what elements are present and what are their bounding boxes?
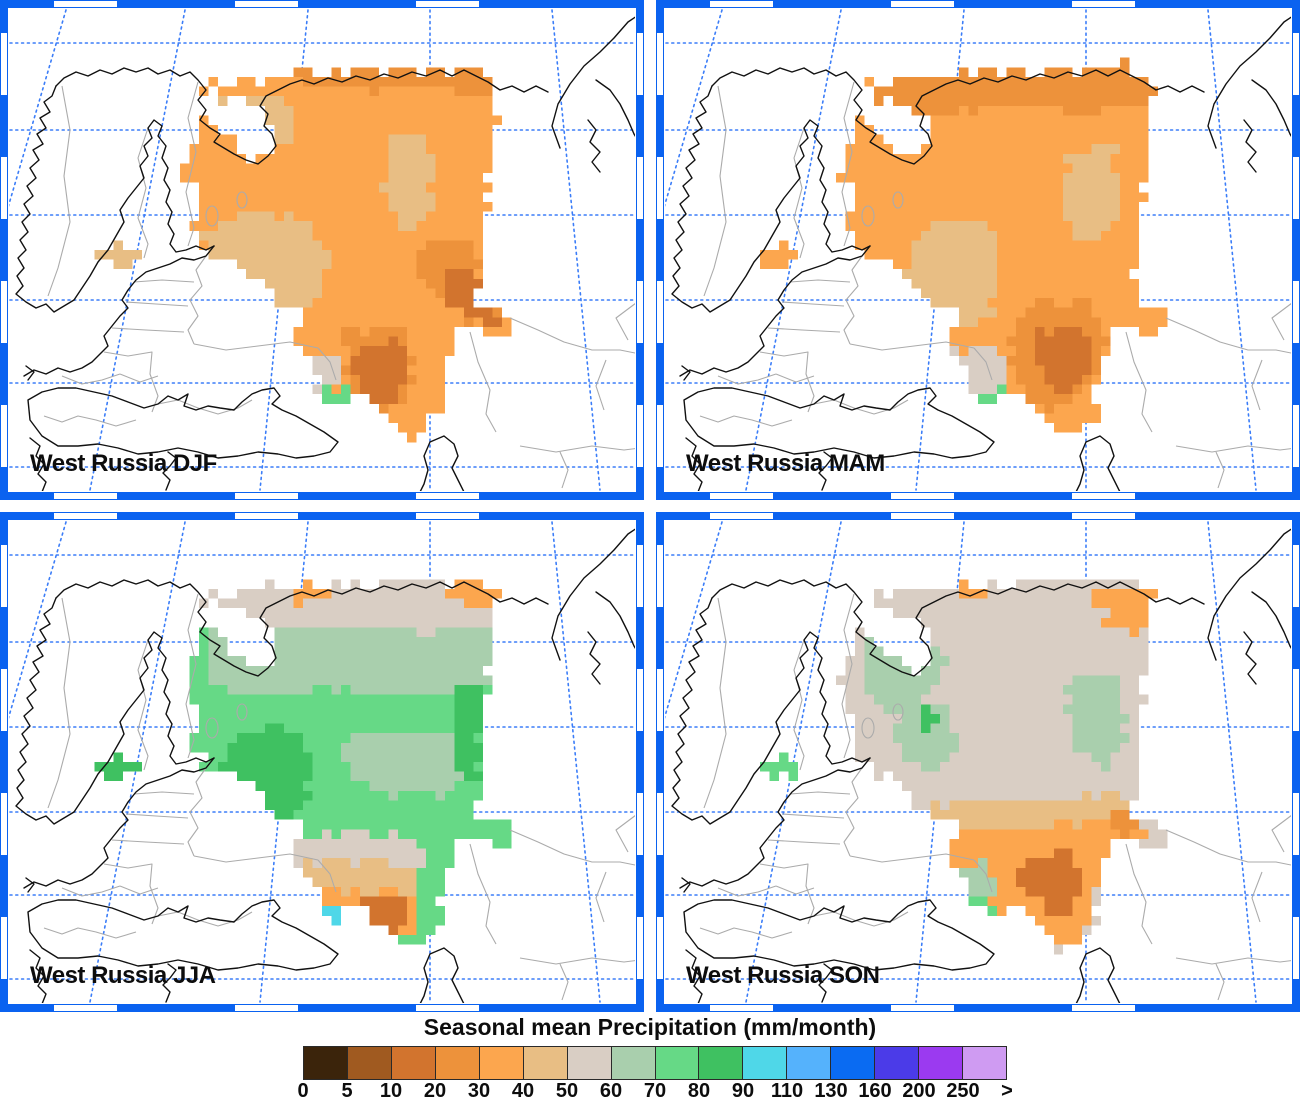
colorbar-tick-110: 110: [770, 1080, 804, 1102]
frame-tick-bar-left: [656, 0, 664, 500]
colorbar-tick-130: 130: [814, 1080, 848, 1102]
colorbar-swatch-8: [654, 1046, 700, 1080]
colorbar-swatch-15: [962, 1046, 1007, 1080]
colorbar-tick-80: 80: [687, 1080, 711, 1102]
colorbar-tick-0: 0: [297, 1080, 309, 1102]
colorbar-tick-200: 200: [902, 1080, 936, 1102]
colorbar-tick-250: 250: [946, 1080, 980, 1102]
colorbar-tick-160: 160: [858, 1080, 892, 1102]
colorbar-swatch-12: [830, 1046, 876, 1080]
colorbar-tick-labels: 0 5 10 20 30 40 50 60 70 80 90 110 130 160 200 250 >: [0, 1080, 1300, 1104]
frame-tick-bar-top: [0, 512, 644, 520]
colorbar-swatch-4: [478, 1046, 524, 1080]
colorbar-swatch-9: [698, 1046, 744, 1080]
panel-djf: West Russia DJF: [0, 0, 644, 500]
precipitation-field-djf: [10, 10, 634, 490]
colorbar-swatch-14: [918, 1046, 964, 1080]
colorbar-swatch-2: [390, 1046, 436, 1080]
colorbar-tick-90: 90: [731, 1080, 755, 1102]
colorbar-swatch-0: [303, 1046, 348, 1080]
frame-tick-bar-right: [1292, 0, 1300, 500]
colorbar-tick-70: 70: [643, 1080, 667, 1102]
colorbar-swatch-6: [566, 1046, 612, 1080]
frame-tick-bar-right: [1292, 512, 1300, 1012]
frame-tick-bar-top: [656, 0, 1300, 8]
colorbar-tick-30: 30: [467, 1080, 491, 1102]
frame-tick-bar-left: [0, 0, 8, 500]
panel-jja: West Russia JJA: [0, 512, 644, 1012]
colorbar: [303, 1046, 1007, 1080]
colorbar-tick->: >: [1001, 1080, 1013, 1102]
frame-tick-bar-right: [636, 512, 644, 1012]
colorbar-swatch-5: [522, 1046, 568, 1080]
panel-son: West Russia SON: [656, 512, 1300, 1012]
colorbar-swatch-7: [610, 1046, 656, 1080]
frame-tick-bar-left: [656, 512, 664, 1012]
frame-tick-bar-right: [636, 0, 644, 500]
panel-mam: West Russia MAM: [656, 0, 1300, 500]
colorbar-swatch-11: [786, 1046, 832, 1080]
frame-tick-bar-top: [656, 512, 1300, 520]
colorbar-title: Seasonal mean Precipitation (mm/month): [423, 1014, 877, 1040]
colorbar-tick-10: 10: [379, 1080, 403, 1102]
colorbar-tick-40: 40: [511, 1080, 535, 1102]
frame-tick-bar-bottom: [656, 1004, 1300, 1012]
precipitation-field-jja: [10, 522, 634, 1002]
frame-tick-bar-bottom: [656, 492, 1300, 500]
frame-tick-bar-left: [0, 512, 8, 1012]
frame-tick-bar-top: [0, 0, 644, 8]
colorbar-swatch-3: [434, 1046, 480, 1080]
colorbar-swatch-10: [742, 1046, 788, 1080]
panel-label-jja: West Russia JJA: [30, 962, 216, 989]
frame-tick-bar-bottom: [0, 492, 644, 500]
panel-label-djf: West Russia DJF: [30, 450, 217, 477]
colorbar-swatch-13: [874, 1046, 920, 1080]
colorbar-tick-20: 20: [423, 1080, 447, 1102]
colorbar-tick-60: 60: [599, 1080, 623, 1102]
frame-tick-bar-bottom: [0, 1004, 644, 1012]
panel-label-mam: West Russia MAM: [686, 450, 885, 477]
panel-label-son: West Russia SON: [686, 962, 880, 989]
colorbar-swatch-1: [346, 1046, 392, 1080]
precipitation-field-mam: [666, 10, 1290, 490]
colorbar-tick-50: 50: [555, 1080, 579, 1102]
colorbar-tick-5: 5: [341, 1080, 353, 1102]
precipitation-field-son: [666, 522, 1290, 1002]
